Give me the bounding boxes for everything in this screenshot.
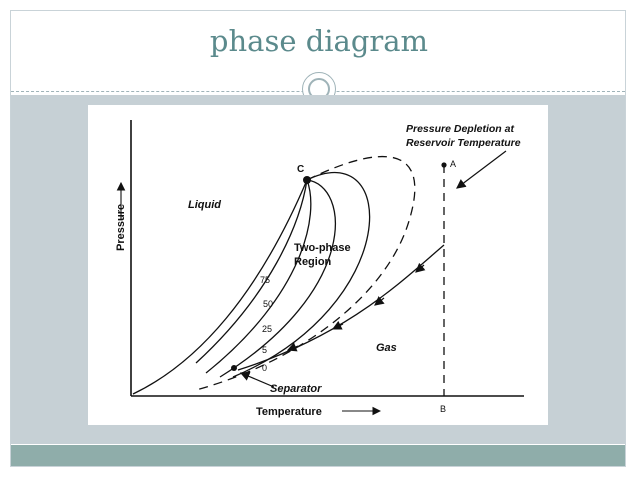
phase-diagram-svg: Pressure Depletion at Reservoir Temperat… [115,120,524,418]
point-a-marker [441,162,447,168]
separator-label: Separator [270,383,322,395]
two-phase-label-2: Region [294,256,332,268]
critical-point-marker [303,176,311,184]
slide-title: phase diagram [209,24,429,58]
gas-label: Gas [376,342,397,354]
point-b-label: B [440,404,446,414]
quality-label-25: 25 [262,324,272,334]
annotation-line-1: Pressure Depletion at [406,123,514,135]
quality-line-75 [195,179,308,364]
gas-path-arrow-1 [415,262,426,273]
quality-label-0: 0 [262,363,267,373]
quality-line-25 [219,179,336,378]
liquid-label: Liquid [188,199,221,211]
two-phase-label-1: Two-phase [294,242,351,254]
gas-path-arrow-2 [374,296,385,306]
gas-path-arrow-3 [331,320,344,330]
quality-label-50: 50 [263,299,273,309]
gas-path-arrow-4 [286,342,299,352]
annotation-arrow [456,150,507,189]
quality-line-50 [205,179,312,374]
point-a-label: A [450,159,456,169]
footer-band [11,445,625,466]
separator-point-marker [231,365,237,371]
separator-envelope-dashed [195,156,416,391]
bubble-point-curve [132,179,308,395]
y-axis-label: Pressure [115,204,127,251]
annotation-line-2: Reservoir Temperature [406,137,521,149]
phase-diagram-figure: Pressure Depletion at Reservoir Temperat… [88,105,548,425]
separator-arrow [239,371,275,388]
quality-label-5: 5 [262,345,267,355]
point-c-label: C [297,164,304,175]
quality-label-75: 75 [260,275,270,285]
x-axis-label: Temperature [256,406,322,418]
gas-path-line [237,244,445,371]
